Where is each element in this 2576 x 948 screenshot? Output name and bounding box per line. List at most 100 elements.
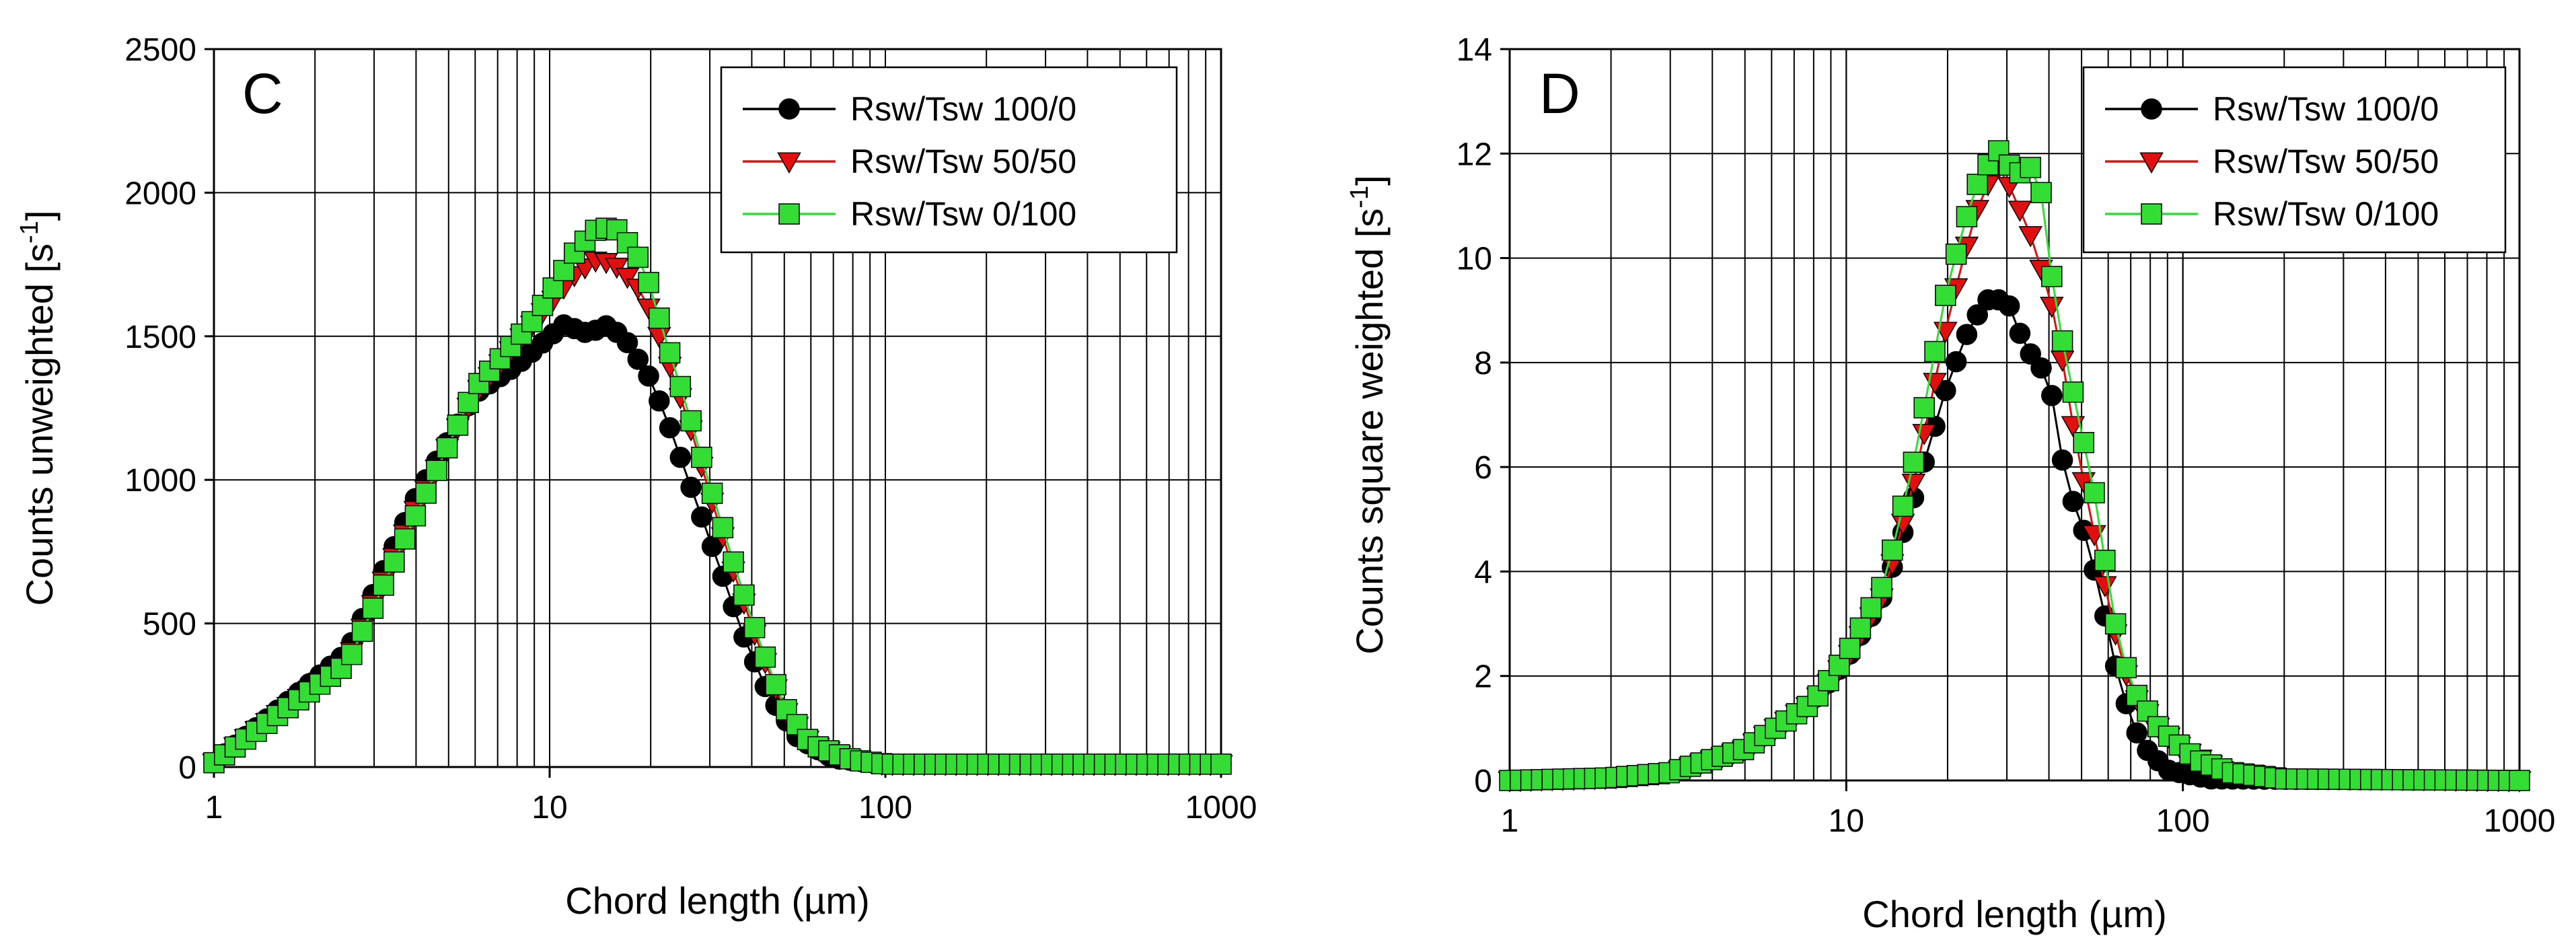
y-tick-label: 2 [1474,659,1492,695]
data-point [2062,490,2084,513]
legend-marker [778,203,800,225]
data-point [649,307,670,329]
data-point [404,505,427,527]
x-tick-label: 10 [1829,803,1864,839]
data-point [1882,539,1903,561]
data-point [362,597,384,619]
data-point [436,437,458,459]
x-tick-label: 1 [205,790,223,826]
data-point [531,295,554,316]
series-line [1509,165,2520,782]
data-point [2041,266,2063,287]
y-tick-label: 1500 [124,320,196,355]
legend-label: Rsw/Tsw 0/100 [850,195,1076,233]
data-point [1903,451,1925,473]
data-point [649,390,670,412]
x-tick-label: 100 [2156,803,2210,839]
data-point [1924,340,1946,363]
data-point [1988,140,2010,161]
x-tick-label: 1000 [2484,803,2556,839]
data-point [606,219,628,241]
legend-marker [2141,203,2162,225]
data-point [616,332,638,353]
legend-marker [778,98,800,120]
data-point [2084,482,2105,504]
data-point [680,410,702,432]
data-point [394,528,416,550]
data-point [1945,244,1967,265]
data-point [468,373,490,394]
data-point [2050,351,2075,372]
data-point [2040,297,2064,318]
legend-label: Rsw/Tsw 0/100 [2213,195,2439,233]
legend-marker [2139,152,2164,174]
data-point [691,446,712,468]
data-point [373,574,394,596]
data-point [447,414,469,436]
y-tick-label: 0 [178,750,196,786]
x-axis-label: Chord length (µm) [1862,893,2166,935]
legend-label: Rsw/Tsw 50/50 [850,143,1076,180]
data-point [2030,182,2052,204]
data-point [542,277,564,299]
data-point [1871,577,1892,598]
data-point [2020,157,2041,178]
y-tick-label: 4 [1474,554,1492,590]
data-point [723,551,744,573]
legend: Rsw/Tsw 100/0 Rsw/Tsw 50/50 Rsw/Tsw 0/100 [720,66,1178,254]
x-tick-label: 1 [1501,803,1519,839]
data-point [1849,617,1872,639]
data-point [426,460,447,482]
data-point [2009,322,2031,344]
data-point [2041,385,2063,406]
data-point [1935,285,1956,306]
x-tick-label: 10 [531,790,567,826]
y-tick-label: 14 [1457,32,1492,68]
data-point [659,342,681,364]
chart-panel-c: 0 500 1000 1500 2000 2500 1 10 100 1000 Chord leng… [15,32,1257,922]
data-point [1956,206,1978,227]
x-axis-label: Chord length (µm) [565,879,869,922]
data-point [638,365,659,387]
y-tick-label: 6 [1474,450,1492,486]
data-point [2093,576,2117,597]
data-point [2051,449,2073,471]
data-point [2509,770,2530,791]
data-point [701,482,723,504]
legend-marker [777,152,801,174]
series-3 [1499,140,2530,791]
plot-frame [1508,48,2521,782]
series-1 [1499,289,2530,791]
data-point [351,620,373,643]
data-point [669,447,692,468]
data-point [2030,357,2052,379]
data-point [733,584,755,606]
series-3 [203,217,1232,775]
y-tick-label: 0 [1474,764,1492,799]
data-point [765,673,786,696]
x-tick-label: 100 [858,790,912,826]
x-tick-label: 1000 [1185,790,1257,826]
data-point [2008,200,2032,222]
data-point [627,349,649,370]
legend-label: Rsw/Tsw 50/50 [2213,143,2439,180]
data-point [2073,432,2094,453]
data-point [615,268,640,289]
y-tick-label: 10 [1457,242,1492,277]
data-point [2062,381,2084,403]
data-point [1945,351,1967,373]
data-point [1860,597,1882,619]
series-1 [203,314,1232,775]
data-point [754,646,776,668]
data-point [638,272,659,293]
data-point [553,260,575,281]
data-point [2126,722,2147,744]
data-point [1839,637,1861,659]
series-line [1509,299,2520,782]
panel-label: C [242,62,283,125]
y-tick-label: 12 [1457,137,1492,172]
data-point [2104,613,2127,634]
data-point [627,246,649,268]
y-axis-label: Counts square weighted [s-1] [1346,175,1391,654]
